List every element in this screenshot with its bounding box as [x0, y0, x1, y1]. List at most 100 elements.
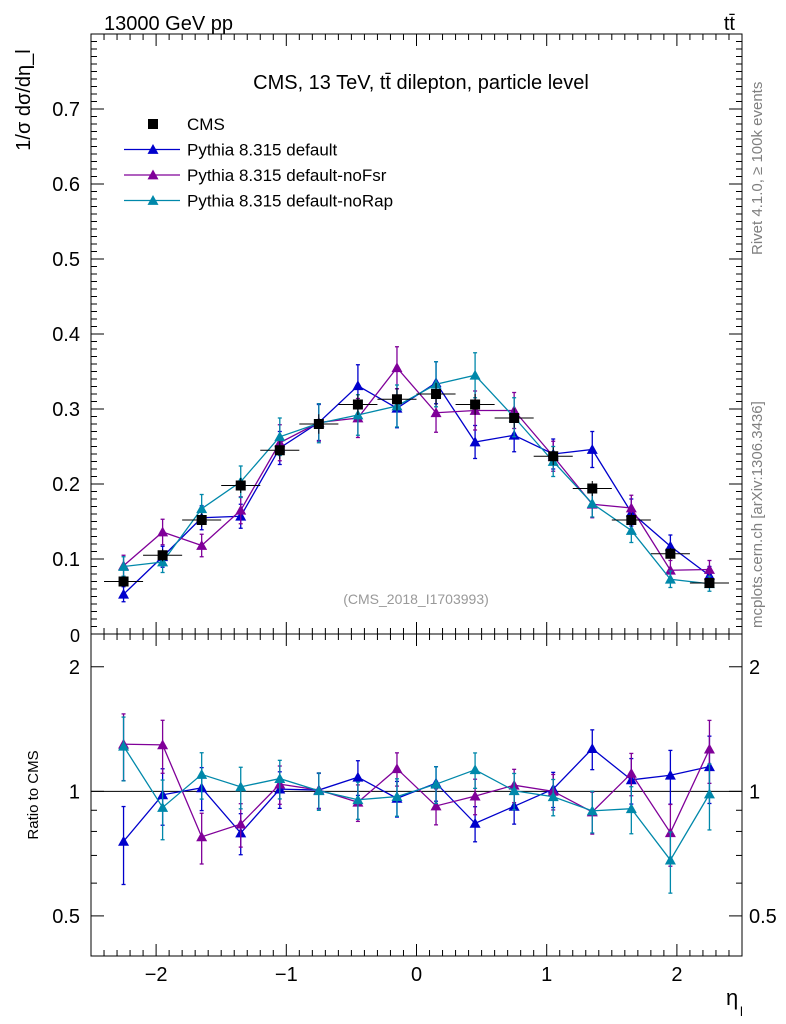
- ratio-point-1: [430, 800, 442, 811]
- series-point-0: [586, 444, 598, 454]
- ratio-point-1: [625, 767, 637, 778]
- data-point: [704, 578, 715, 588]
- series-point-1: [430, 407, 442, 418]
- data-point: [196, 515, 207, 525]
- y-tick-label-main: 0.4: [52, 324, 80, 346]
- y-tick-label-zero: 0: [70, 626, 80, 646]
- analysis-tag: (CMS_2018_I1703993): [343, 591, 489, 607]
- header-process: 13000 GeV pp: [104, 13, 233, 35]
- legend-label-2: Pythia 8.315 default-noRap: [187, 192, 393, 211]
- y-tick-label-ratio-right: 0.5: [749, 906, 777, 928]
- main-axes: 0.1 0.2 0.3 0.4 0.5 0.6 0.7: [52, 34, 742, 634]
- series-point-0: [469, 436, 481, 447]
- data-point: [313, 419, 324, 429]
- data-point: [548, 451, 559, 462]
- x-tick-label: 1: [541, 964, 552, 986]
- y-tick-label-ratio: 0.5: [52, 906, 80, 928]
- y-axis-label-ratio: Ratio to CMS: [25, 750, 42, 839]
- legend-marker-data: [148, 119, 158, 129]
- ratio-point-2: [274, 773, 286, 783]
- series-point-2: [157, 556, 169, 567]
- series-point-2: [664, 573, 676, 584]
- ratio-point-0: [664, 769, 676, 780]
- data-point: [626, 515, 637, 525]
- data-point: [509, 413, 520, 423]
- y-tick-label-main: 0.7: [52, 99, 80, 121]
- y-tick-label-ratio: 2: [69, 657, 80, 679]
- x-tick-label: −1: [275, 964, 298, 986]
- data-point: [274, 445, 285, 456]
- series-point-0: [352, 380, 364, 391]
- legend-marker-0: [147, 144, 159, 154]
- series-point-1: [235, 504, 247, 515]
- legend-marker-1: [147, 169, 159, 180]
- series-point-1: [196, 540, 208, 550]
- y-tick-label-main: 0.6: [52, 174, 80, 196]
- ratio-point-2: [547, 791, 559, 802]
- ratio-point-2: [118, 740, 130, 751]
- data-point: [235, 480, 246, 491]
- ratio-point-2: [352, 794, 364, 805]
- plot-title: CMS, 13 TeV, tt̄ dilepton, particle leve…: [253, 72, 589, 94]
- ratio-point-0: [118, 835, 130, 846]
- x-tick-label: −2: [145, 964, 168, 986]
- ratio-frame: [90, 633, 743, 957]
- ratio-point-2: [625, 803, 637, 814]
- legend-label-1: Pythia 8.315 default-noFsr: [187, 166, 387, 185]
- main-panel: CMS, 13 TeV, tt̄ dilepton, particle leve…: [52, 33, 743, 646]
- ratio-point-2: [508, 785, 520, 796]
- ratio-point-2: [157, 801, 169, 812]
- legend-label-0: Pythia 8.315 default: [187, 141, 338, 160]
- ratio-point-1: [196, 831, 208, 842]
- y-tick-label-ratio-right: 2: [749, 657, 760, 679]
- ratio-point-2: [196, 768, 208, 779]
- ratio-point-0: [352, 771, 364, 782]
- series-point-0: [118, 588, 130, 599]
- ratio-point-2: [391, 791, 403, 801]
- series-point-1: [157, 526, 169, 537]
- series-point-2: [118, 561, 130, 571]
- series-point-2: [586, 498, 598, 508]
- data-point: [391, 394, 402, 405]
- y-tick-label-main: 0.1: [52, 549, 80, 571]
- main-series-group: [104, 346, 729, 603]
- series-point-2: [196, 503, 208, 514]
- ratio-point-1: [703, 743, 715, 754]
- y-tick-label-main: 0.3: [52, 399, 80, 421]
- data-point: [157, 550, 168, 561]
- series-point-2: [274, 431, 286, 442]
- rivet-label: Rivet 4.1.0, ≥ 100k events: [749, 82, 766, 255]
- ratio-point-2: [664, 854, 676, 865]
- x-axis-label-subscript: l: [740, 1004, 743, 1019]
- series-point-0: [664, 540, 676, 551]
- x-tick-label: 0: [411, 964, 422, 986]
- ratio-line-0: [123, 747, 710, 842]
- series-point-1: [703, 564, 715, 574]
- series-point-1: [664, 564, 676, 575]
- series-point-2: [469, 369, 481, 380]
- y-axis-label-main: 1/σ dσ/dη_l: [13, 49, 35, 150]
- ratio-point-2: [469, 764, 481, 775]
- ratio-point-0: [469, 817, 481, 828]
- ratio-point-2: [313, 785, 325, 796]
- series-line-2: [123, 374, 710, 585]
- data-point: [470, 399, 481, 410]
- ratio-point-2: [430, 778, 442, 789]
- ratio-series-group: [118, 713, 715, 894]
- header-final-state: tt̄: [724, 13, 736, 35]
- ratio-point-2: [586, 805, 598, 816]
- series-point-1: [625, 502, 637, 513]
- legend-marker-2: [147, 195, 159, 205]
- ratio-point-1: [235, 818, 247, 829]
- ratio-line-2: [123, 745, 711, 862]
- ratio-panel: −2 −1 0 1 2 0.5 0.5 1 1 2 2: [52, 633, 777, 986]
- data-point: [587, 483, 598, 494]
- mcplots-label: mcplots.cern.ch [arXiv:1306.3436]: [749, 401, 766, 628]
- legend-label-data: CMS: [187, 115, 225, 134]
- x-tick-label: 2: [671, 964, 682, 986]
- y-tick-label-main: 0.5: [52, 249, 80, 271]
- y-tick-label-ratio: 1: [69, 781, 80, 803]
- series-point-1: [391, 362, 403, 373]
- data-point: [352, 399, 363, 410]
